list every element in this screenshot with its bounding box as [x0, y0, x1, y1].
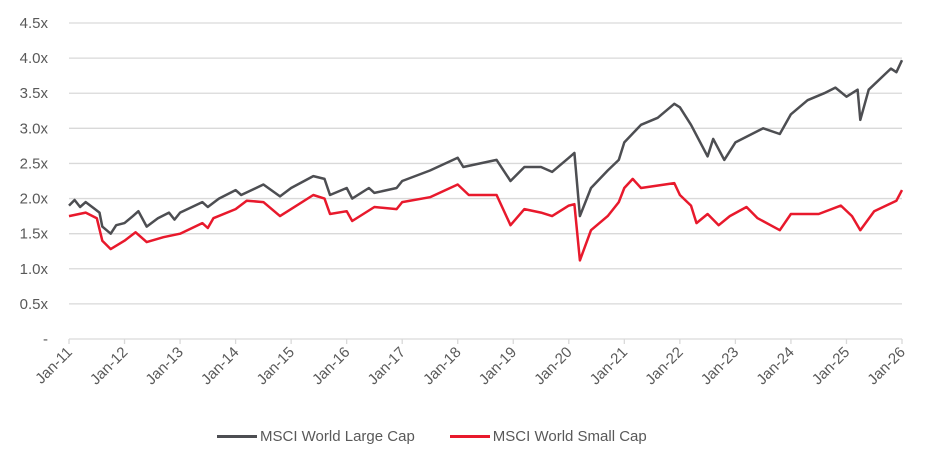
x-tick-label: Jan-17	[365, 344, 409, 388]
y-tick-label: 3.0x	[20, 120, 49, 137]
legend-label-small-cap: MSCI World Small Cap	[492, 428, 647, 445]
x-tick-label: Jan-16	[309, 344, 353, 388]
series-line-small-cap	[68, 177, 904, 262]
x-tick-label: Jan-14	[198, 344, 242, 388]
y-tick-label: 2.5x	[20, 155, 49, 172]
legend-item-large-cap: MSCI World Large Cap	[217, 428, 415, 445]
y-tick-label: 1.0x	[20, 261, 49, 278]
y-tick-label: 4.0x	[20, 50, 49, 67]
x-tick-label: Jan-12	[87, 344, 131, 388]
legend-label-large-cap: MSCI World Large Cap	[260, 428, 415, 445]
y-tick-label: 4.5x	[20, 15, 49, 32]
x-tick-label: Jan-19	[476, 344, 520, 388]
line-chart: - 0.5x 1.0x 1.5x 2.0x 2.5x 3.0x 3.5x 4.0x 4.5x Ja…	[20, 15, 909, 388]
x-tick-label: Jan-22	[642, 344, 686, 388]
y-tick-label: -	[43, 331, 48, 348]
x-tick-label: Jan-21	[587, 344, 631, 388]
chart-legend: MSCI World Large Cap MSCI World Small Ca…	[217, 428, 682, 445]
x-tick-label: Jan-18	[420, 344, 464, 388]
y-tick-label: 1.5x	[20, 226, 49, 243]
x-tick-label: Jan-25	[809, 344, 853, 388]
y-tick-label: 0.5x	[20, 296, 49, 313]
legend-item-small-cap: MSCI World Small Cap	[449, 428, 647, 445]
x-tick-label: Jan-24	[753, 344, 797, 388]
series-line-large-cap	[68, 59, 904, 235]
x-tick-label: Jan-11	[32, 344, 76, 388]
y-tick-label: 2.0x	[20, 191, 49, 208]
x-tick-label: Jan-13	[142, 344, 186, 388]
x-tick-label: Jan-15	[254, 344, 298, 388]
legend-swatch-small-cap	[449, 435, 490, 438]
legend-swatch-large-cap	[217, 435, 257, 438]
x-tick-label: Jan-20	[531, 344, 575, 388]
x-tick-label: Jan-23	[698, 344, 742, 388]
y-tick-label: 3.5x	[20, 85, 49, 102]
x-tick-label: Jan-26	[864, 344, 908, 388]
